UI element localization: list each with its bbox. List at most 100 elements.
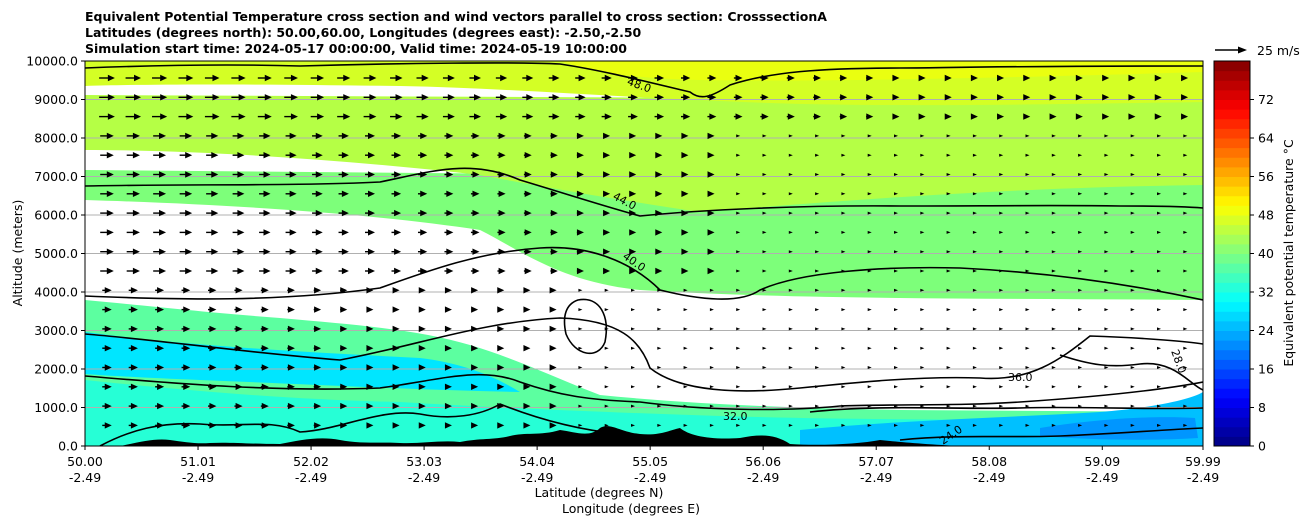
wind-vector-head	[657, 94, 665, 101]
wind-vector-head	[185, 248, 193, 255]
wind-vector-head	[841, 404, 846, 408]
wind-vector-head	[1078, 134, 1083, 138]
wind-vector-head	[524, 132, 532, 140]
wind-vector-head	[841, 327, 846, 331]
y-tick-label: 8000.0	[34, 131, 78, 146]
wind-vector-head	[340, 402, 348, 410]
wind-vector-head	[578, 346, 583, 350]
wind-vector-head	[920, 404, 925, 408]
wind-vector-head	[1078, 366, 1083, 369]
contour-48	[85, 62, 1203, 98]
wind-vector-head	[367, 209, 375, 217]
wind-vector-head	[655, 190, 663, 197]
wind-vector-head	[1183, 385, 1188, 389]
wind-vector-head	[392, 325, 400, 333]
wind-vector-head	[1051, 288, 1056, 292]
wind-vector-head	[736, 153, 741, 157]
wind-vector-head	[209, 325, 217, 333]
wind-vector-head	[683, 74, 691, 82]
wind-vector-head	[524, 171, 532, 178]
wind-vector-head	[944, 113, 952, 120]
wind-vector-head	[657, 74, 665, 82]
wind-vector-head	[894, 269, 898, 273]
wind-vector-head	[185, 190, 193, 197]
wind-vector-head	[1102, 74, 1110, 82]
wind-vector-head	[709, 346, 714, 350]
wind-vector-head	[1025, 192, 1030, 196]
wind-vector-head	[315, 171, 323, 178]
wind-vector-head	[578, 327, 583, 331]
wind-vector-head	[1130, 230, 1135, 234]
wind-vector-head	[999, 134, 1004, 138]
wind-vector-head	[1157, 192, 1161, 196]
wind-vector-head	[815, 385, 820, 389]
wind-vector-head	[498, 152, 506, 159]
wind-vector-head	[549, 325, 557, 333]
wind-vector-head	[183, 325, 191, 333]
wind-vector-head	[1157, 404, 1161, 408]
wind-vector-head	[999, 288, 1004, 292]
wind-vector-head	[1051, 346, 1056, 350]
wind-vector-head	[264, 113, 272, 120]
wind-vector-head	[497, 345, 505, 352]
wind-vector-head	[735, 113, 743, 120]
wind-vector-head	[841, 346, 846, 350]
wind-vector-head	[367, 190, 375, 197]
wind-vector-head	[707, 171, 715, 178]
wind-vector-head	[315, 267, 323, 275]
wind-vector-head	[972, 250, 977, 254]
wind-vector-head	[314, 345, 322, 352]
wind-vector-head	[1025, 250, 1030, 254]
wind-vector-head	[1078, 211, 1083, 215]
wind-vector-head	[999, 269, 1004, 273]
wind-vector-head	[524, 209, 532, 217]
wind-vector-head	[841, 288, 846, 292]
wind-vector-head	[1051, 192, 1056, 196]
wind-vector-head	[972, 269, 977, 273]
contour-44	[85, 167, 1203, 217]
wind-vector-head	[629, 229, 637, 236]
wind-vector-head	[999, 173, 1004, 176]
wind-vector-head	[392, 364, 400, 371]
wind-vector-head	[629, 209, 637, 217]
wind-vector-head	[867, 230, 872, 234]
x-tick-label-lat: 55.05	[632, 454, 668, 469]
y-tick-label: 1000.0	[34, 400, 78, 415]
wind-vector-head	[999, 327, 1004, 331]
wind-vector-head	[707, 267, 715, 275]
contour-24-low	[899, 427, 1203, 441]
x-tick-label-lon: -2.49	[521, 470, 553, 485]
wind-vector-head	[1157, 308, 1161, 312]
wind-vector-head	[683, 385, 688, 389]
wind-vector-head	[471, 383, 479, 390]
wind-vector-head	[1025, 211, 1030, 215]
wind-vector-head	[1104, 269, 1109, 273]
wind-vector-head	[1025, 308, 1030, 312]
wind-vector-head	[235, 287, 243, 294]
wind-vector-head	[1183, 423, 1188, 427]
wind-vector-head	[867, 288, 872, 292]
wind-vector-head	[1078, 423, 1083, 427]
wind-vector-head	[235, 364, 243, 371]
wind-vector-head	[681, 267, 689, 275]
wind-vector-head	[946, 366, 951, 369]
wind-vector-head	[841, 366, 846, 369]
wind-vector-head	[920, 211, 925, 215]
wind-vector-head	[946, 308, 951, 312]
wind-vector-head	[1078, 404, 1083, 408]
wind-vector-head	[1183, 230, 1188, 234]
wind-vector-head	[604, 346, 609, 350]
wind-vector-head	[604, 288, 609, 292]
wind-vector-head	[130, 364, 138, 371]
wind-vector-head	[183, 383, 191, 390]
wind-vector-head	[946, 230, 951, 234]
x-tick-label-lat: 56.06	[745, 454, 781, 469]
wind-vector-head	[287, 345, 295, 352]
wind-vector-head	[341, 152, 349, 159]
wind-vector-head	[421, 94, 429, 101]
wind-vector-head	[815, 192, 820, 196]
wind-vector-head	[681, 132, 689, 140]
wind-vector-head	[549, 383, 557, 390]
wind-vector-head	[1049, 113, 1057, 120]
wind-vector-head	[341, 248, 349, 255]
